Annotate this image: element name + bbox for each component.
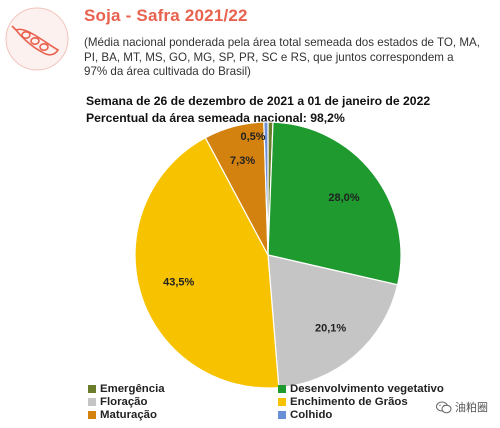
legend-item-maturacao: Maturação [88, 409, 157, 421]
watermark: 油粕圈 [436, 399, 488, 415]
slice-label-floracao: 20,1% [315, 322, 346, 334]
pie-slice-floracao [267, 254, 399, 389]
chart-legend: Emergência Desenvolvimento vegetativo Flor… [88, 383, 488, 427]
legend-label: Colhido [290, 409, 333, 421]
watermark-text: 油粕圈 [455, 402, 488, 414]
slice-label-colhido: 0,5% [240, 131, 265, 143]
pie-slice-colhido [263, 121, 269, 256]
pie-slice-enchimento-de-graos [134, 136, 280, 389]
slice-label-maturacao: 7,3% [230, 155, 255, 167]
legend-item-enchimento-de-graos: Enchimento de Grãos [278, 396, 408, 408]
legend-label: Maturação [100, 409, 157, 421]
slice-label-desenvolvimento-vegetativo: 28,0% [328, 192, 359, 204]
legend-swatch [278, 411, 286, 419]
pie-slice-desenvolvimento-vegetativo [267, 121, 402, 286]
legend-swatch [88, 398, 96, 406]
legend-label: Floração [100, 396, 148, 408]
legend-item-floracao: Floração [88, 396, 147, 408]
wechat-icon [436, 401, 452, 413]
legend-swatch [278, 398, 286, 406]
soybean-pod-icon [5, 7, 69, 71]
legend-label: Desenvolvimento vegetativo [290, 383, 444, 395]
legend-item-desenvolvimento-vegetativo: Desenvolvimento vegetativo [278, 383, 444, 395]
legend-item-colhido: Colhido [278, 409, 332, 421]
legend-swatch [278, 385, 286, 393]
legend-label: Emergência [100, 383, 165, 395]
slice-label-enchimento-de-graos: 43,5% [163, 276, 194, 288]
chart-subtitle: (Média nacional ponderada pela área tota… [84, 36, 480, 78]
week-range: Semana de 26 de dezembro de 2021 a 01 de… [86, 94, 431, 108]
legend-label: Enchimento de Grãos [290, 396, 408, 408]
legend-swatch [88, 411, 96, 419]
chart-title: Soja - Safra 2021/22 [84, 6, 248, 25]
percent-sown: Percentual da área semeada nacional: 98,… [86, 111, 345, 125]
legend-item-emergencia: Emergência [88, 383, 165, 395]
legend-swatch [88, 385, 96, 393]
